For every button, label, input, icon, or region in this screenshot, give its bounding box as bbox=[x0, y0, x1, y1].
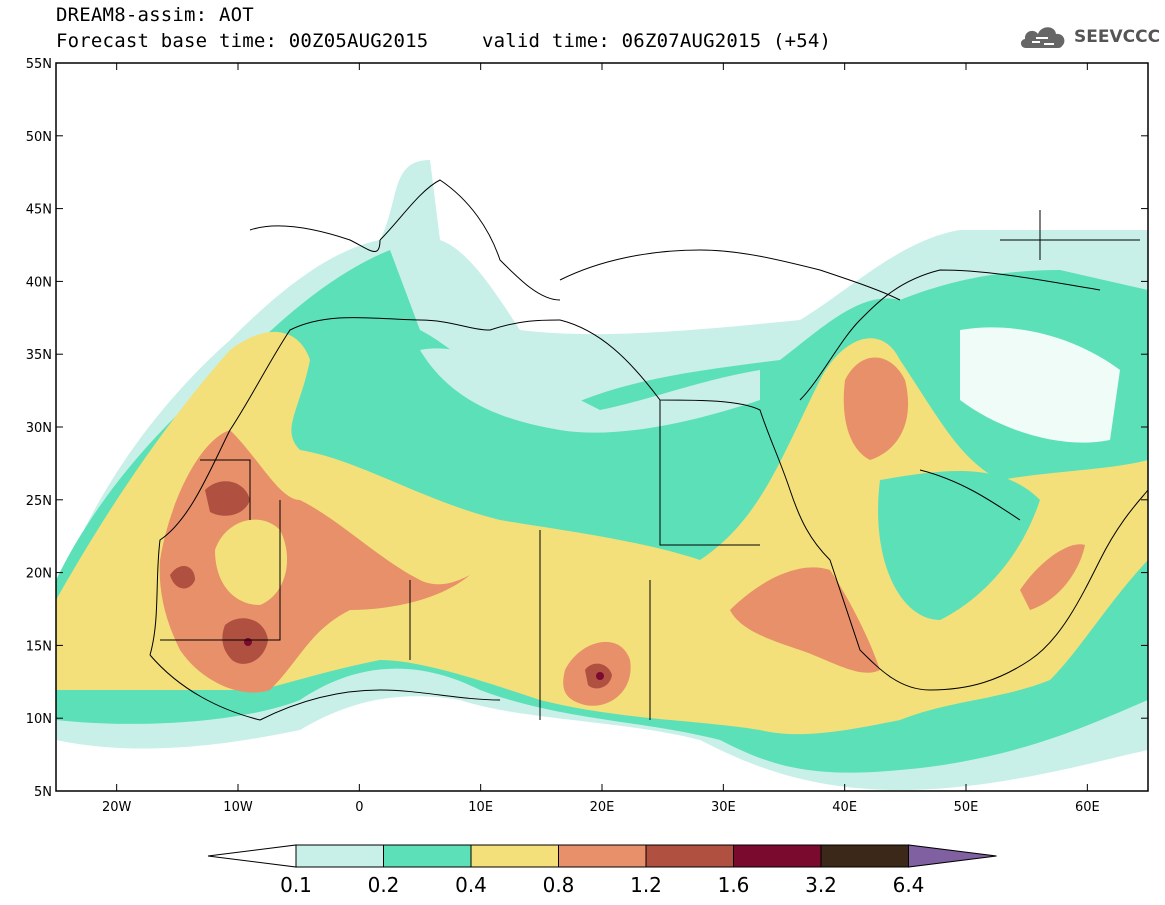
lon-label: 30E bbox=[711, 800, 736, 815]
colorbar-label: 1.6 bbox=[718, 873, 750, 897]
colorbar-min-arrow bbox=[207, 844, 297, 868]
lon-label: 50E bbox=[954, 800, 979, 815]
colorbar-segment bbox=[820, 844, 909, 868]
lat-label: 5N bbox=[34, 785, 52, 800]
aot-contours bbox=[56, 63, 1148, 791]
colorbar-max-arrow bbox=[908, 844, 997, 868]
lat-label: 15N bbox=[26, 639, 52, 654]
longitude-axis: 20W 10W 0 10E 20E 30E 40E 50E 60E bbox=[102, 63, 1100, 815]
map-title: DREAM8-assim: AOT bbox=[56, 4, 254, 26]
colorbar-segment bbox=[383, 844, 472, 868]
logo-text: SEEVCCC bbox=[1074, 27, 1161, 47]
lon-label: 60E bbox=[1075, 800, 1100, 815]
lon-label: 0 bbox=[355, 800, 363, 815]
colorbar-segment bbox=[470, 844, 559, 868]
lat-label: 45N bbox=[26, 203, 52, 218]
lon-label: 10W bbox=[223, 800, 253, 815]
seevccc-logo: SEEVCCC bbox=[1018, 22, 1160, 52]
lat-label: 35N bbox=[26, 348, 52, 363]
lon-label: 20W bbox=[102, 800, 132, 815]
colorbar-segment bbox=[733, 844, 822, 868]
colorbar-label: 0.4 bbox=[455, 873, 487, 897]
coastlines bbox=[149, 179, 1148, 721]
latitude-axis: 55N 50N 45N 40N 35N 30N 25N 20N 15N 10N 5N bbox=[26, 57, 1148, 800]
valid-time: valid time: 06Z07AUG2015 (+54) bbox=[482, 30, 832, 52]
lat-label: 10N bbox=[26, 712, 52, 727]
colorbar-label: 0.8 bbox=[543, 873, 575, 897]
colorbar: 0.1 0.2 0.4 0.8 1.2 1.6 3.2 6.4 bbox=[207, 844, 997, 897]
lat-label: 30N bbox=[26, 421, 52, 436]
lon-label: 10E bbox=[468, 800, 493, 815]
colorbar-label: 0.2 bbox=[368, 873, 400, 897]
colorbar-segment bbox=[295, 844, 384, 868]
lat-label: 25N bbox=[26, 494, 52, 509]
lon-label: 40E bbox=[832, 800, 857, 815]
colorbar-label: 1.2 bbox=[630, 873, 662, 897]
lon-label: 20E bbox=[590, 800, 615, 815]
forecast-base-time: Forecast base time: 00Z05AUG2015 bbox=[56, 30, 429, 52]
lat-label: 55N bbox=[26, 57, 52, 72]
colorbar-segment bbox=[558, 844, 647, 868]
lat-label: 40N bbox=[26, 275, 52, 290]
colorbar-segment bbox=[645, 844, 734, 868]
lat-label: 50N bbox=[26, 130, 52, 145]
colorbar-label: 0.1 bbox=[280, 873, 312, 897]
lat-label: 20N bbox=[26, 567, 52, 582]
colorbar-label: 3.2 bbox=[805, 873, 837, 897]
colorbar-label: 6.4 bbox=[893, 873, 925, 897]
cloud-icon bbox=[1020, 27, 1065, 48]
